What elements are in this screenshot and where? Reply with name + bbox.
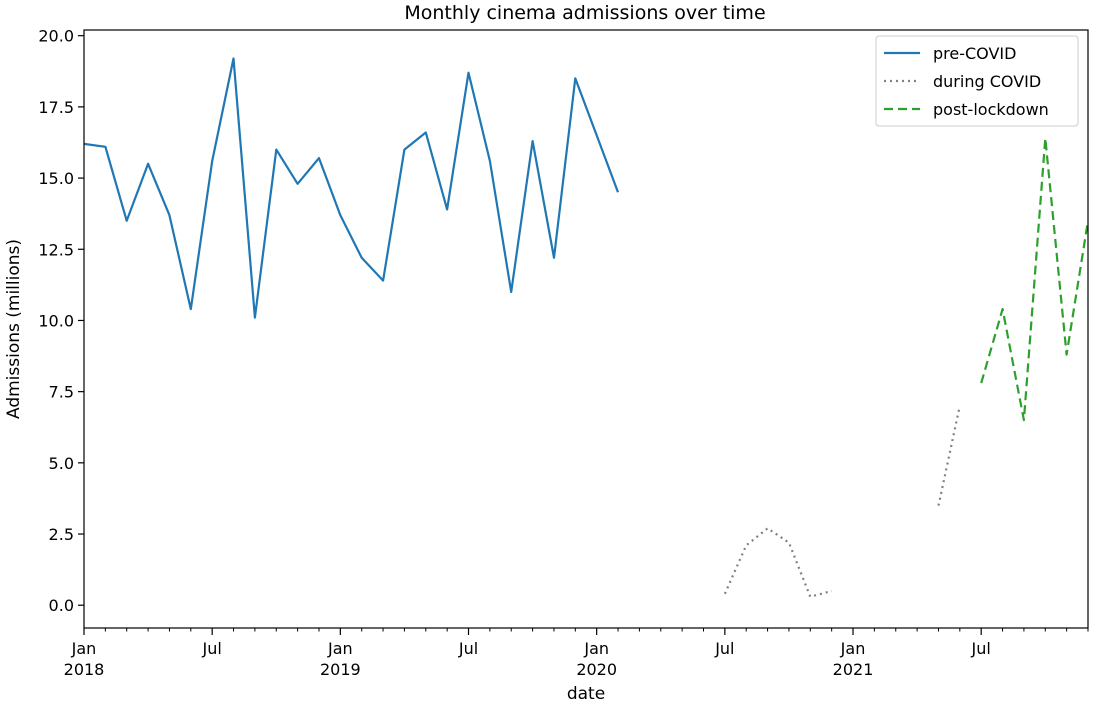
y-tick-label: 2.5 <box>49 525 74 544</box>
y-tick-label: 20.0 <box>38 27 74 46</box>
y-tick-label: 0.0 <box>49 596 74 615</box>
x-tick-label: Jul <box>971 639 991 658</box>
legend-label: pre-COVID <box>933 44 1016 63</box>
y-tick-label: 7.5 <box>49 383 74 402</box>
x-tick-label: Jan <box>71 639 97 658</box>
x-tick-label: Jul <box>458 639 478 658</box>
plot-lines <box>83 57 1090 598</box>
series-line-pre-covid-0 <box>83 57 620 319</box>
series-line-post-lockdown-0 <box>980 137 1090 422</box>
y-tick-label: 12.5 <box>38 240 74 259</box>
y-axis: 0.0 2.5 5.0 7.5 10.0 12.5 15.0 17.5 20.0 <box>38 27 84 615</box>
y-axis-title: Admissions (millions) <box>4 239 24 419</box>
x-tick-label: Jan <box>583 639 609 658</box>
legend-label: post-lockdown <box>933 100 1049 119</box>
series-line-during-covid-0 <box>723 527 832 598</box>
x-tick-label: Jul <box>714 639 734 658</box>
x-tick-year-label: 2019 <box>320 660 361 679</box>
x-tick-label: Jan <box>327 639 353 658</box>
x-axis-title: date <box>567 684 605 704</box>
legend-box <box>875 35 1079 127</box>
chart-title: Monthly cinema admissions over time <box>404 2 765 24</box>
y-tick-label: 17.5 <box>38 98 74 117</box>
legend-label: during COVID <box>933 72 1041 91</box>
x-tick-year-label: 2021 <box>833 660 874 679</box>
legend: pre-COVID during COVID post-lockdown <box>875 35 1079 127</box>
plot-frame <box>83 29 1089 629</box>
x-tick-year-label: 2018 <box>64 660 105 679</box>
x-axis: Jan 2018 Jul Jan 2019 Jul Jan 2020 Jul Jan 2021 Jul <box>64 628 1089 679</box>
series-line-during-covid-1 <box>937 405 961 506</box>
y-tick-label: 10.0 <box>38 311 74 330</box>
y-tick-label: 5.0 <box>49 454 74 473</box>
x-tick-label: Jul <box>202 639 222 658</box>
x-tick-year-label: 2020 <box>576 660 617 679</box>
y-tick-label: 15.0 <box>38 169 74 188</box>
x-tick-label: Jan <box>840 639 866 658</box>
